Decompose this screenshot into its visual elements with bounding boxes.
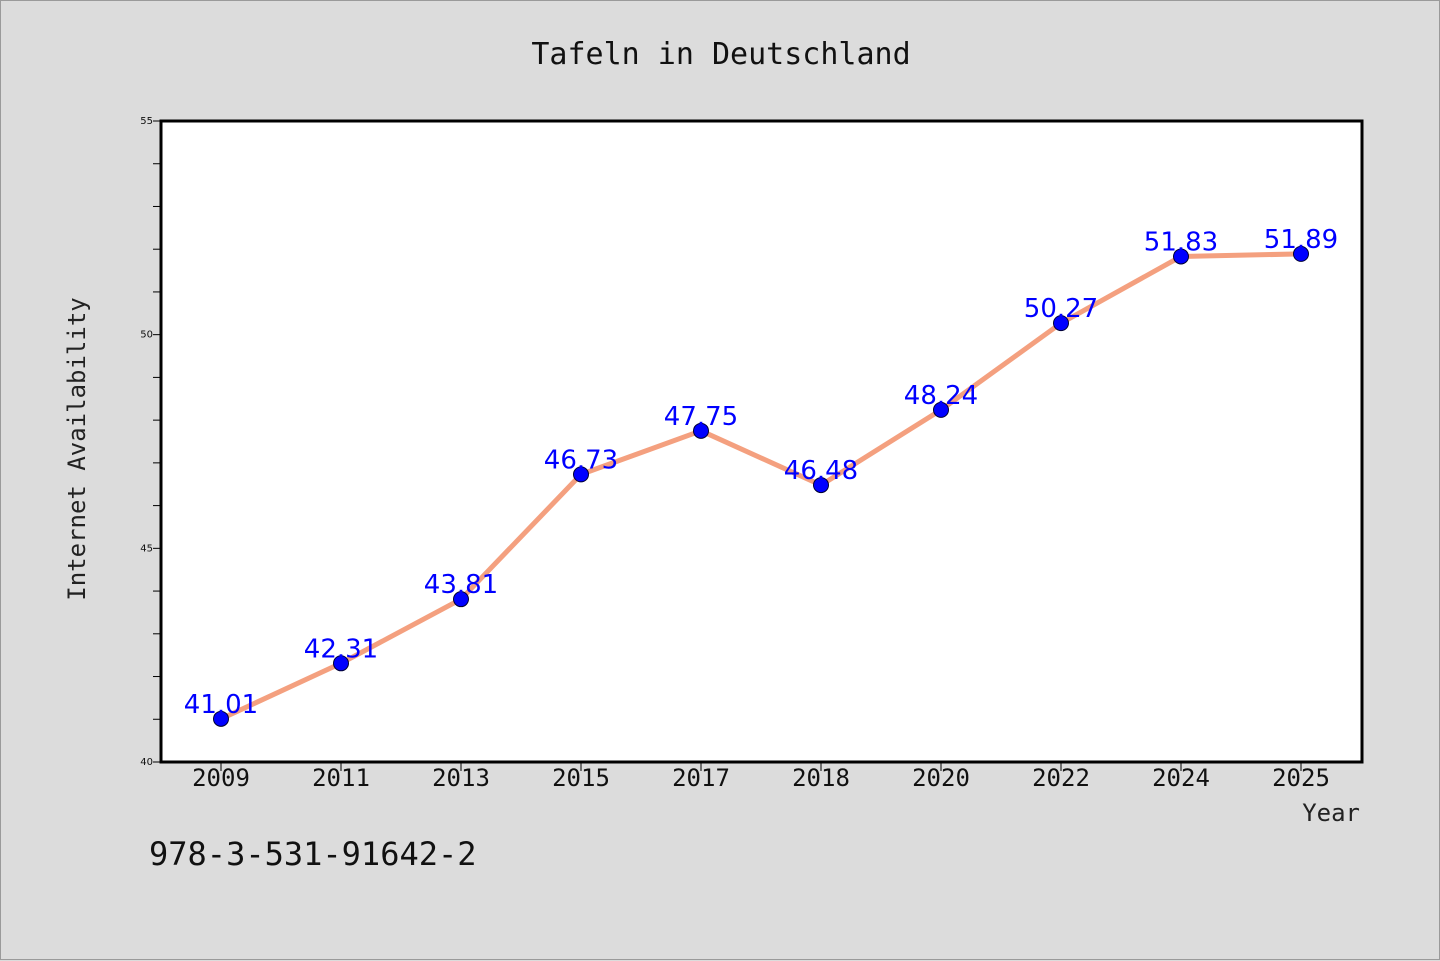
x-tick-label: 2013 bbox=[432, 764, 490, 792]
data-label: 51.89 bbox=[1264, 225, 1338, 255]
data-label: 50.27 bbox=[1024, 294, 1098, 324]
data-point-marker bbox=[933, 401, 949, 418]
data-point-marker bbox=[573, 466, 589, 483]
y-tick-label: 40 bbox=[140, 757, 153, 768]
data-label: 43.81 bbox=[424, 570, 498, 600]
x-tick-label: 2024 bbox=[1152, 764, 1210, 792]
data-point-marker bbox=[213, 710, 229, 727]
series-line bbox=[218, 251, 1304, 722]
data-point-marker bbox=[1293, 245, 1309, 262]
x-tick-label: 2020 bbox=[912, 764, 970, 792]
x-tick-label: 2015 bbox=[552, 764, 610, 792]
data-label: 42.31 bbox=[304, 634, 378, 664]
data-label: 48.24 bbox=[904, 381, 978, 411]
data-point-marker bbox=[1173, 248, 1189, 265]
data-label: 46.48 bbox=[784, 456, 858, 486]
data-label: 41.01 bbox=[184, 690, 258, 720]
data-point-marker bbox=[333, 655, 349, 672]
y-tick-label: 50 bbox=[140, 330, 153, 341]
x-tick-label: 2025 bbox=[1272, 764, 1330, 792]
data-labels: 41.01 42.31 43.81 46.73 47.75 46.48 48.24 50.27… bbox=[184, 225, 1338, 720]
data-point-marker bbox=[453, 591, 469, 608]
x-tick-label: 2017 bbox=[672, 764, 730, 792]
y-axis-title: Internet Availability bbox=[63, 297, 91, 600]
data-point-marker bbox=[693, 422, 709, 439]
data-point-marker bbox=[813, 477, 829, 494]
x-tick-label: 2009 bbox=[192, 764, 250, 792]
data-label: 51.83 bbox=[1144, 227, 1218, 257]
x-tick-label: 2018 bbox=[792, 764, 850, 792]
data-point-marker bbox=[1053, 315, 1069, 332]
x-tick-label: 2011 bbox=[312, 764, 370, 792]
x-tick-label: 2022 bbox=[1032, 764, 1090, 792]
series-markers bbox=[213, 245, 1309, 727]
x-axis-ticks: 2009 2011 2013 2015 2017 2018 2020 2022 2024 2025 bbox=[192, 762, 1330, 792]
data-label: 47.75 bbox=[664, 402, 738, 432]
x-axis-title: Year bbox=[1302, 799, 1360, 827]
y-tick-label: 45 bbox=[140, 543, 153, 554]
chart-title: Tafeln in Deutschland bbox=[531, 37, 910, 72]
footer-isbn-text: 978-3-531-91642-2 bbox=[149, 835, 477, 873]
y-axis-ticks: 40 45 50 55 bbox=[140, 116, 161, 768]
y-tick-label: 55 bbox=[140, 116, 153, 127]
data-label: 46.73 bbox=[544, 445, 618, 475]
